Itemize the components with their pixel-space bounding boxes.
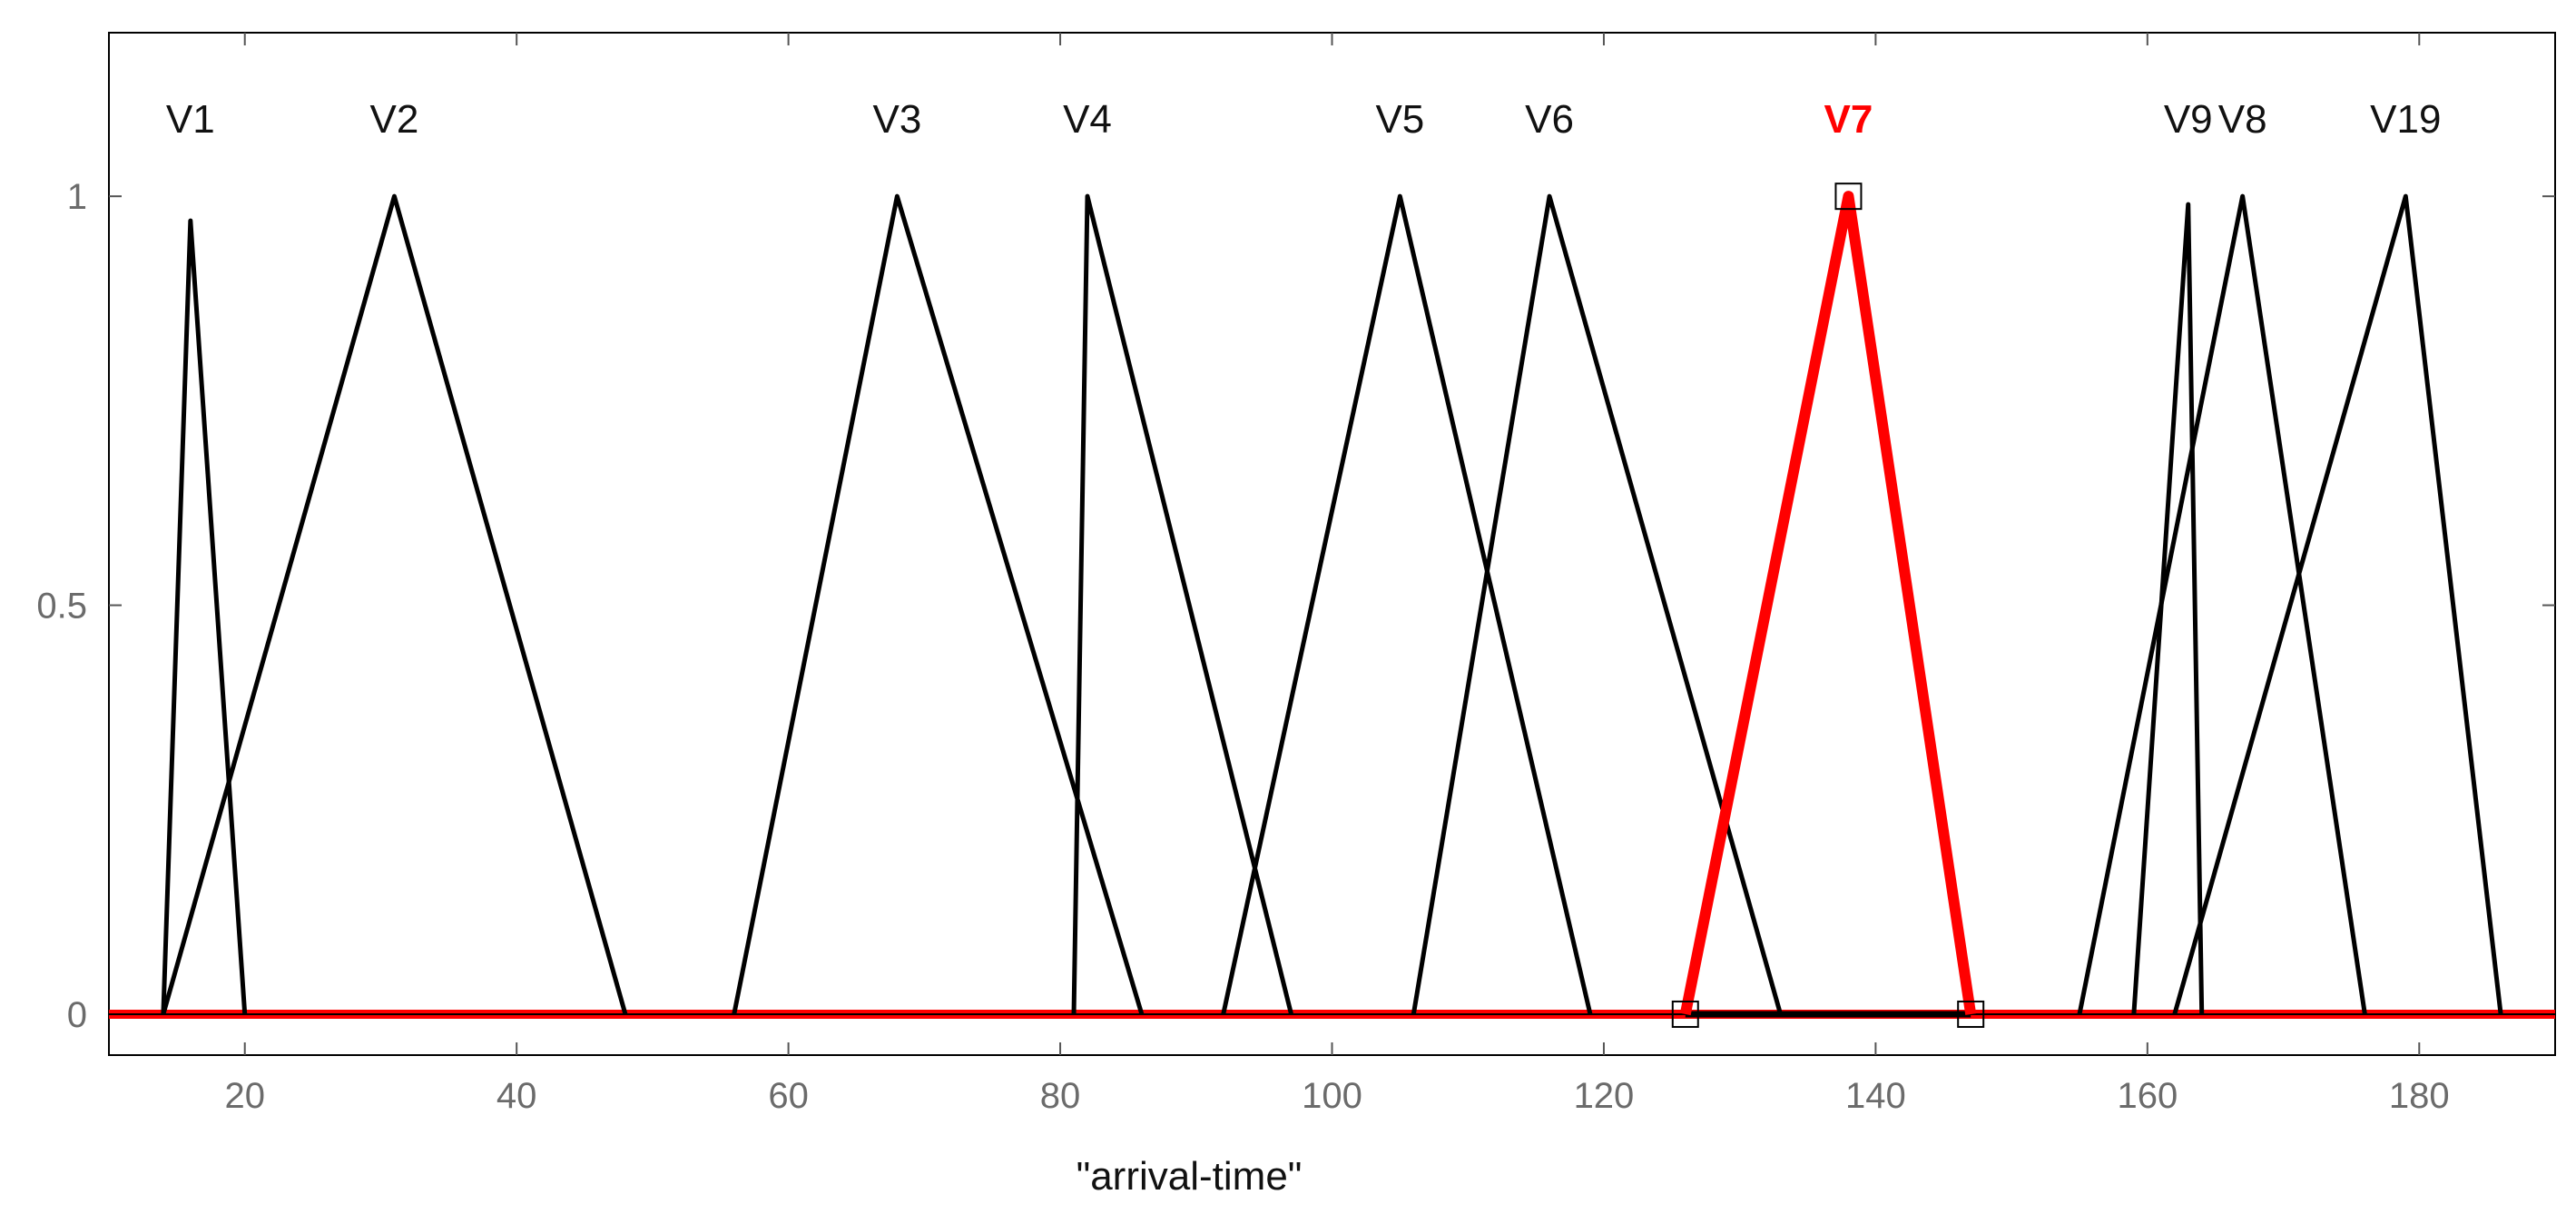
series-line-v5 [1221,193,1593,1015]
x-tick-label: 40 [497,1076,537,1116]
x-axis-title: "arrival-time" [1077,1154,1303,1199]
y-tick-label: 1 [67,177,87,217]
x-tick-label: 180 [2389,1076,2450,1116]
series-label-v7: V7 [1824,97,1873,142]
x-tick-label: 140 [1845,1076,1906,1116]
x-tick-label: 80 [1040,1076,1081,1116]
series-line-v2 [161,193,628,1015]
series-label-v3: V3 [872,97,921,142]
series-label-v1: V1 [166,97,215,142]
square-marker [1957,1000,1985,1028]
x-tick-label: 60 [768,1076,809,1116]
x-tick-label: 160 [2117,1076,2178,1116]
series-label-v8: V8 [2218,97,2267,142]
y-tick-label: 0.5 [36,587,87,627]
marker-layer [1671,183,1985,1028]
series-label-v5: V5 [1375,97,1424,142]
series-line-v7 [1679,191,1977,1016]
series-label-v19: V19 [2370,97,2441,142]
plot-area [108,32,2556,1056]
series-label-v4: V4 [1063,97,1112,142]
series-label-v9: V9 [2164,97,2213,142]
axes-layer: 20 40 60 80 100 120 140 160 180 0 0.5 1 [36,33,2555,1116]
series-layer [109,191,2555,1019]
square-marker [1834,183,1863,211]
series-line-v3 [732,193,1145,1015]
series-label-v2: V2 [370,97,419,142]
x-tick-label: 100 [1302,1076,1362,1116]
series-line-v8 [2077,193,2367,1015]
y-tick-label: 0 [67,995,87,1035]
series-line-v6 [1411,193,1783,1015]
x-tick-label: 120 [1574,1076,1635,1116]
series-line-v19 [2172,193,2503,1015]
label-layer: V1 V2 V3 V4 V5 V6 V7 V9 V8 V19 [166,97,2442,142]
x-tick-label: 20 [224,1076,265,1116]
series-line-v4 [1071,193,1294,1015]
series-line-v1 [161,218,248,1015]
series-line-v9 [2131,202,2205,1015]
square-marker [1671,1000,1699,1028]
series-label-v6: V6 [1525,97,1574,142]
